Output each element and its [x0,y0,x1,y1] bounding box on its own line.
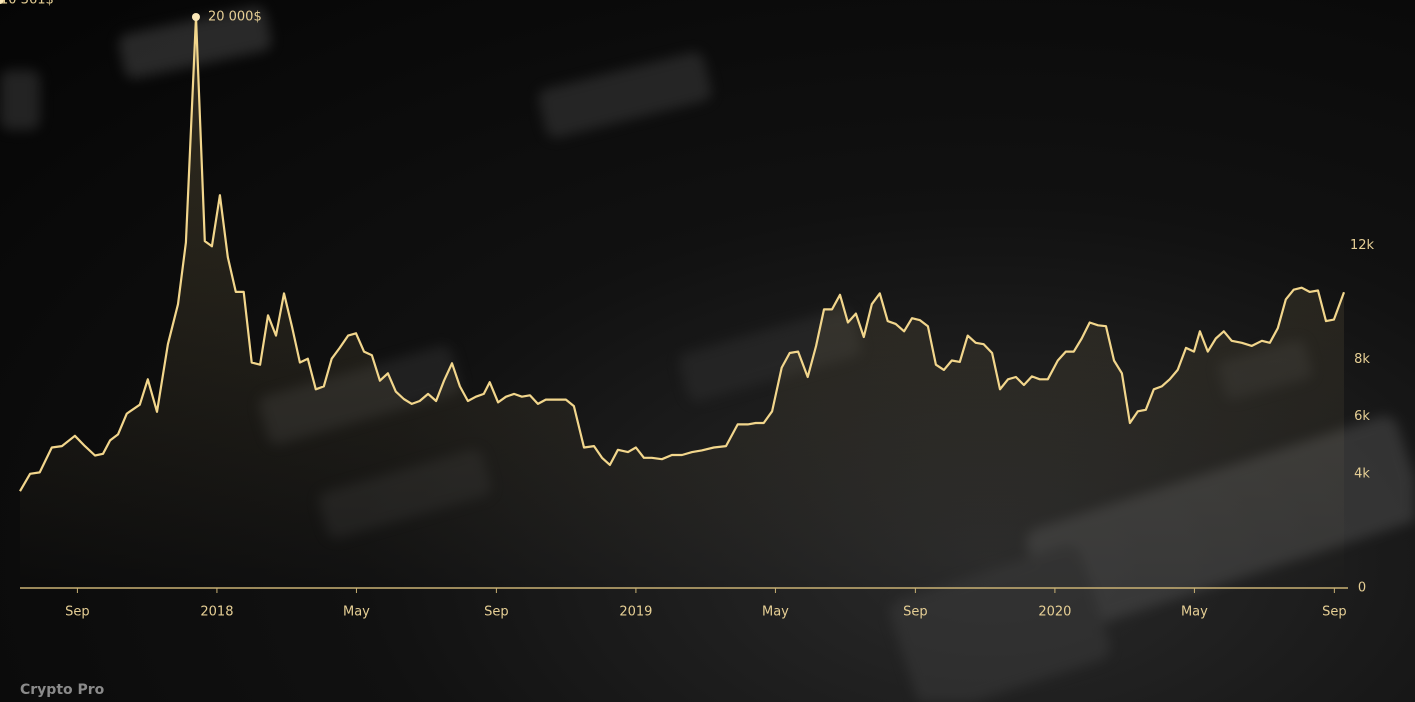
x-tick-label: Sep [1322,605,1347,620]
value-label: 20 000$ [208,10,262,25]
y-tick-label: 4k [1354,466,1370,481]
point-marker [0,0,4,4]
x-tick-label: May [343,605,370,620]
y-tick-label: 12k [1350,238,1375,253]
value-label: 10 361$ [0,0,54,8]
area [20,17,1344,588]
x-tick-label: May [762,605,789,620]
x-tick-label: Sep [484,605,509,620]
x-tick-label: 2018 [200,605,233,620]
y-tick-label: 6k [1354,409,1370,424]
y-tick-label: 8k [1354,352,1370,367]
x-tick-label: Sep [65,605,90,620]
price-line [19,15,1346,492]
x-tick-label: May [1181,605,1208,620]
y-tick-label: 0 [1358,581,1366,596]
x-tick-label: 2020 [1038,605,1071,620]
point-marker [191,13,200,21]
x-tick-label: 2019 [619,605,652,620]
watermark: Crypto Pro [20,682,105,698]
x-tick-label: Sep [903,605,928,620]
